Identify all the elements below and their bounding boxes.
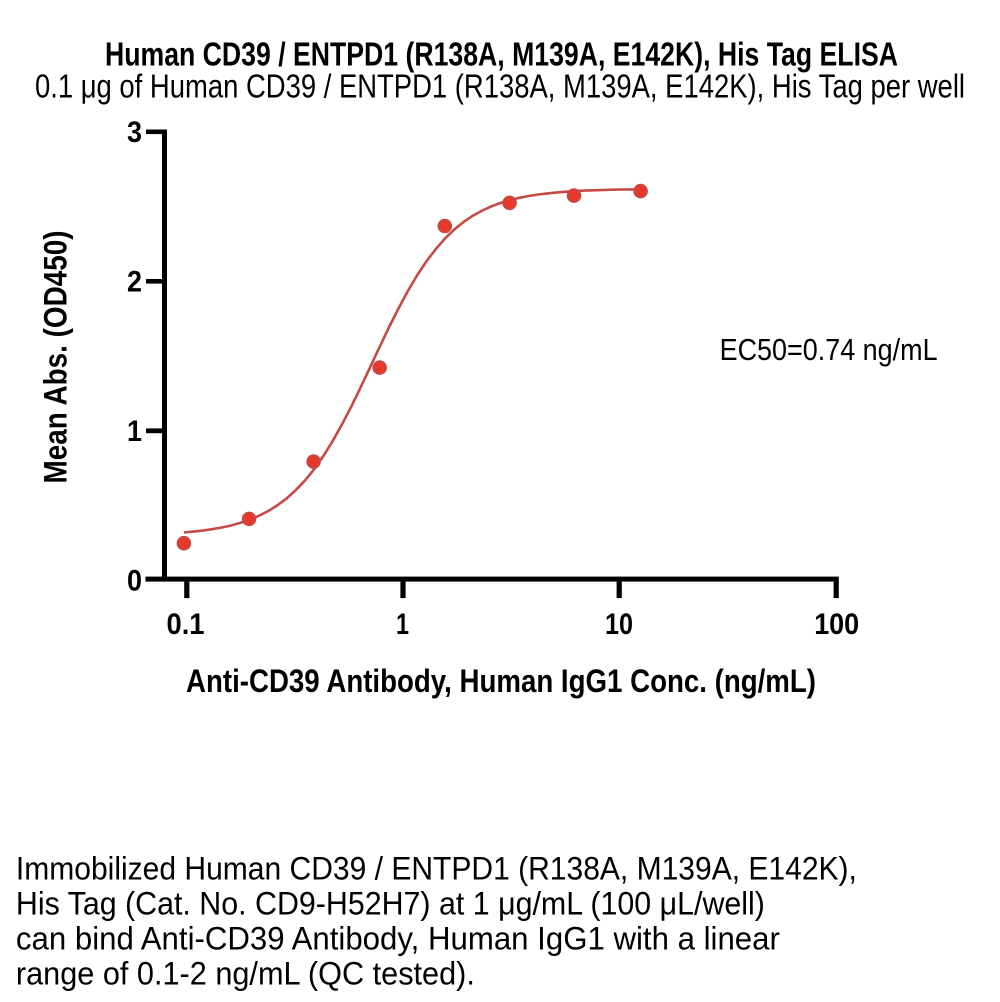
svg-text:His Tag (Cat. No. CD9-H52H7) a: His Tag (Cat. No. CD9-H52H7) at 1 μg/mL … <box>16 885 765 921</box>
svg-text:Immobilized Human CD39 / ENTPD: Immobilized Human CD39 / ENTPD1 (R138A, … <box>16 850 857 886</box>
svg-text:2: 2 <box>127 266 142 299</box>
svg-text:0.1 μg of Human CD39 / ENTPD1: 0.1 μg of Human CD39 / ENTPD1 (R138A, M1… <box>35 68 965 105</box>
svg-text:3: 3 <box>127 116 142 149</box>
svg-text:Human CD39 / ENTPD1 (R138A, M1: Human CD39 / ENTPD1 (R138A, M139A, E142K… <box>105 36 898 73</box>
svg-text:EC50=0.74 ng/mL: EC50=0.74 ng/mL <box>720 332 938 367</box>
svg-text:1: 1 <box>127 415 142 448</box>
svg-text:range of 0.1-2 ng/mL (QC teste: range of 0.1-2 ng/mL (QC tested). <box>16 955 475 991</box>
svg-text:100: 100 <box>814 608 859 641</box>
svg-text:10: 10 <box>605 608 633 641</box>
svg-text:0.1: 0.1 <box>167 608 205 641</box>
svg-text:1: 1 <box>396 608 409 641</box>
svg-text:can bind Anti-CD39 Antibody, H: can bind Anti-CD39 Antibody, Human IgG1 … <box>16 920 780 956</box>
svg-text:0: 0 <box>127 565 142 598</box>
svg-text:Mean Abs. (OD450): Mean Abs. (OD450) <box>38 231 74 484</box>
svg-text:Anti-CD39 Antibody, Human IgG1: Anti-CD39 Antibody, Human IgG1 Conc. (ng… <box>186 663 816 699</box>
